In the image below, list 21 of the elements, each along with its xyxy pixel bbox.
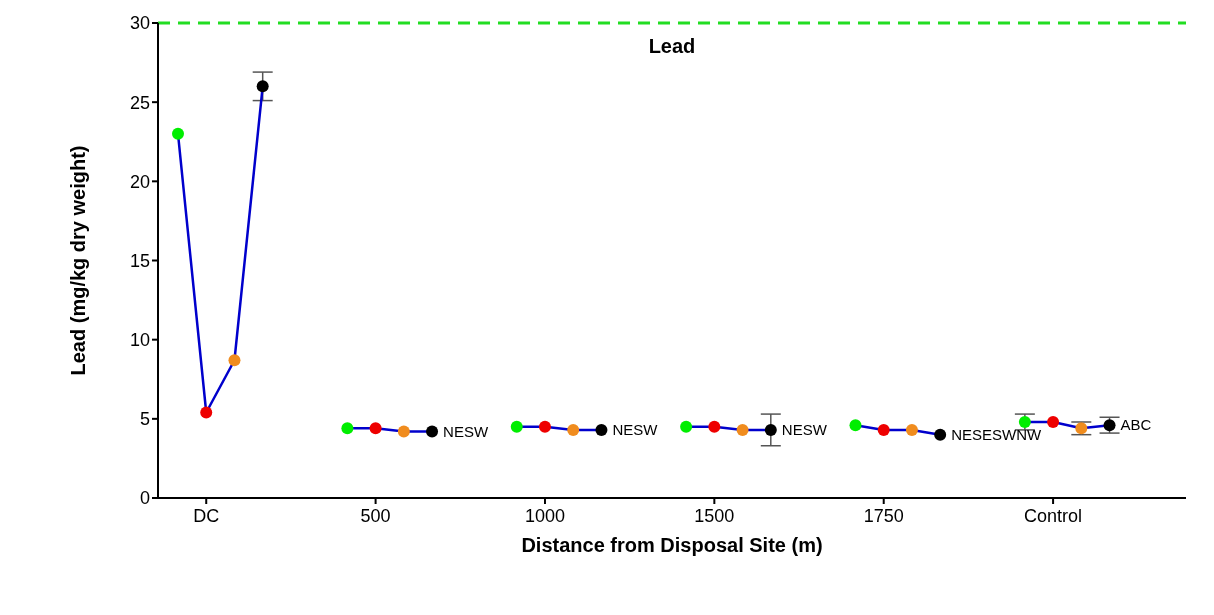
y-tick-label: 30 (129, 13, 150, 34)
y-axis-title: Lead (mg/kg dry weight) (67, 145, 90, 376)
annotation: ABC (1120, 416, 1152, 434)
y-tick-label: 25 (129, 92, 150, 113)
annotation: NESW (443, 422, 489, 440)
y-tick-label: 0 (139, 488, 150, 509)
annotation: NESW (612, 420, 658, 438)
y-tick-label: 20 (129, 171, 150, 192)
x-tick-label: DC (193, 506, 220, 526)
ref-line-label: Lead (648, 35, 696, 57)
y-tick-label: 5 (139, 409, 150, 430)
annotation: NESW (781, 420, 827, 438)
x-tick-label: 1500 (694, 506, 735, 526)
y-tick-label: 15 (129, 250, 150, 271)
y-tick-label: 10 (129, 330, 150, 351)
x-tick-label: Control (1024, 506, 1083, 526)
x-tick-label: 1750 (863, 506, 904, 526)
x-axis-title: Distance from Disposal Site (m) (521, 534, 823, 556)
x-tick-label: 1000 (524, 506, 565, 526)
x-tick-label: 500 (360, 506, 391, 526)
annotation: NESESWNW (951, 425, 1042, 443)
